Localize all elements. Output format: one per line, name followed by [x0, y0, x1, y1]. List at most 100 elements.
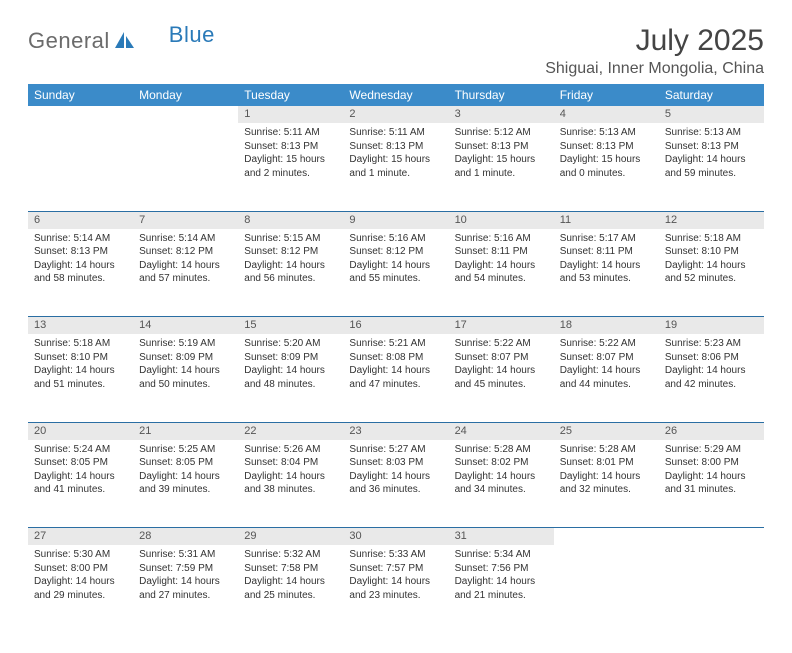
- day-info-line: and 2 minutes.: [244, 167, 337, 181]
- day-number: 23: [343, 423, 448, 440]
- day-info-line: Daylight: 15 hours: [455, 153, 548, 167]
- day-cell-content: Sunrise: 5:23 AMSunset: 8:06 PMDaylight:…: [659, 334, 764, 405]
- header: General Blue July 2025 Shiguai, Inner Mo…: [28, 24, 764, 78]
- day-cell-content: Sunrise: 5:28 AMSunset: 8:01 PMDaylight:…: [554, 440, 659, 511]
- day-info-line: Sunset: 8:13 PM: [34, 245, 127, 259]
- day-info-line: Sunrise: 5:30 AM: [34, 548, 127, 562]
- day-cell-content: Sunrise: 5:14 AMSunset: 8:12 PMDaylight:…: [133, 229, 238, 300]
- day-info-line: Sunrise: 5:12 AM: [455, 126, 548, 140]
- day-info-line: Sunset: 8:09 PM: [139, 351, 232, 365]
- day-info-line: Daylight: 14 hours: [34, 364, 127, 378]
- week-daynum-row: 6789101112: [28, 211, 764, 229]
- calendar-body: 12345Sunrise: 5:11 AMSunset: 8:13 PMDayl…: [28, 106, 764, 633]
- location-label: Shiguai, Inner Mongolia, China: [545, 60, 764, 78]
- day-info-line: Sunrise: 5:28 AM: [560, 443, 653, 457]
- day-cell-content: Sunrise: 5:14 AMSunset: 8:13 PMDaylight:…: [28, 229, 133, 300]
- day-info-line: Sunset: 8:01 PM: [560, 456, 653, 470]
- day-info-line: Sunset: 8:13 PM: [349, 140, 442, 154]
- day-number: [28, 106, 133, 123]
- day-number: 25: [554, 423, 659, 440]
- day-info-line: and 32 minutes.: [560, 483, 653, 497]
- calendar-table: SundayMondayTuesdayWednesdayThursdayFrid…: [28, 84, 764, 633]
- day-info-line: Sunset: 8:10 PM: [34, 351, 127, 365]
- week-body-row: Sunrise: 5:14 AMSunset: 8:13 PM Daylight:…: [28, 229, 764, 317]
- day-cell-content: Sunrise: 5:18 AMSunset: 8:10 PMDaylight:…: [659, 229, 764, 300]
- week-body-row: Sunrise: 5:24 AMSunset: 8:05 PMDaylight:…: [28, 440, 764, 528]
- day-info-line: Daylight: 14 hours: [349, 364, 442, 378]
- day-info-line: Sunrise: 5:33 AM: [349, 548, 442, 562]
- day-info-line: Sunrise: 5:24 AM: [34, 443, 127, 457]
- day-cell-content: Sunrise: 5:34 AMSunset: 7:56 PMDaylight:…: [449, 545, 554, 616]
- day-cell-content: Sunrise: 5:32 AMSunset: 7:58 PMDaylight:…: [238, 545, 343, 616]
- day-cell-content: Sunrise: 5:26 AMSunset: 8:04 PMDaylight:…: [238, 440, 343, 511]
- day-info-line: and 1 minute.: [349, 167, 442, 181]
- day-info-line: Daylight: 14 hours: [560, 470, 653, 484]
- day-info-line: Sunrise: 5:15 AM: [244, 232, 337, 246]
- day-number: [659, 528, 764, 545]
- day-info-line: Sunrise: 5:16 AM: [349, 232, 442, 246]
- day-info-line: Sunset: 7:57 PM: [349, 562, 442, 576]
- day-info-line: Daylight: 14 hours: [139, 470, 232, 484]
- day-info-line: Sunrise: 5:11 AM: [349, 126, 442, 140]
- day-info-line: and 47 minutes.: [349, 378, 442, 392]
- day-number: 13: [28, 317, 133, 334]
- day-info-line: Sunrise: 5:23 AM: [665, 337, 758, 351]
- week-body-row: Sunrise: 5:18 AMSunset: 8:10 PMDaylight:…: [28, 334, 764, 422]
- day-info-line: Sunset: 8:07 PM: [560, 351, 653, 365]
- week-body-row: Sunrise: 5:30 AMSunset: 8:00 PMDaylight:…: [28, 545, 764, 633]
- day-number: 16: [343, 317, 448, 334]
- day-info-line: Sunrise: 5:13 AM: [560, 126, 653, 140]
- day-info-line: Sunrise: 5:18 AM: [34, 337, 127, 351]
- day-info-line: and 31 minutes.: [665, 483, 758, 497]
- day-info-line: Sunset: 8:00 PM: [34, 562, 127, 576]
- day-info-line: Sunrise: 5:26 AM: [244, 443, 337, 457]
- day-cell-content: Sunrise: 5:18 AMSunset: 8:10 PMDaylight:…: [28, 334, 133, 405]
- day-info-line: Daylight: 14 hours: [34, 470, 127, 484]
- day-header: Saturday: [659, 84, 764, 106]
- week-daynum-row: 2728293031: [28, 528, 764, 546]
- day-cell-content: Sunrise: 5:13 AMSunset: 8:13 PMDaylight:…: [554, 123, 659, 194]
- day-number: 8: [238, 212, 343, 229]
- day-cell-content: Sunrise: 5:13 AMSunset: 8:13 PMDaylight:…: [659, 123, 764, 194]
- day-info-line: Daylight: 14 hours: [244, 259, 337, 273]
- day-info-line: and 23 minutes.: [349, 589, 442, 603]
- day-cell-content: Sunrise: 5:17 AMSunset: 8:11 PMDaylight:…: [554, 229, 659, 300]
- day-number: 27: [28, 528, 133, 545]
- day-number: [133, 106, 238, 123]
- day-info-line: Daylight: 14 hours: [455, 470, 548, 484]
- day-info-line: and 1 minute.: [455, 167, 548, 181]
- day-info-line: Sunset: 8:00 PM: [665, 456, 758, 470]
- day-cell-content: [133, 123, 238, 194]
- day-cell-content: [659, 545, 764, 616]
- day-cell-content: Sunrise: 5:12 AMSunset: 8:13 PMDaylight:…: [449, 123, 554, 194]
- day-info-line: Sunset: 8:13 PM: [455, 140, 548, 154]
- day-info-line: Sunrise: 5:22 AM: [560, 337, 653, 351]
- day-number: 28: [133, 528, 238, 545]
- day-info-line: and 54 minutes.: [455, 272, 548, 286]
- day-info-line: Daylight: 14 hours: [560, 259, 653, 273]
- day-number: 4: [554, 106, 659, 123]
- day-cell-content: Sunrise: 5:22 AMSunset: 8:07 PMDaylight:…: [554, 334, 659, 405]
- day-info-line: and 25 minutes.: [244, 589, 337, 603]
- day-info-line: Daylight: 15 hours: [244, 153, 337, 167]
- day-info-line: and 41 minutes.: [34, 483, 127, 497]
- day-info-line: Sunrise: 5:14 AM: [34, 232, 127, 246]
- day-header: Thursday: [449, 84, 554, 106]
- day-info-line: and 58 minutes.: [34, 272, 127, 286]
- day-header: Wednesday: [343, 84, 448, 106]
- day-info-line: and 42 minutes.: [665, 378, 758, 392]
- day-info-line: Daylight: 14 hours: [244, 470, 337, 484]
- day-number: 29: [238, 528, 343, 545]
- day-number: 20: [28, 423, 133, 440]
- day-info-line: Daylight: 14 hours: [665, 259, 758, 273]
- day-cell-content: [28, 123, 133, 194]
- day-info-line: Sunrise: 5:31 AM: [139, 548, 232, 562]
- day-info-line: Sunset: 8:13 PM: [244, 140, 337, 154]
- day-info-line: Daylight: 14 hours: [139, 259, 232, 273]
- logo-text-general: General: [28, 28, 110, 54]
- day-info-line: Sunset: 8:02 PM: [455, 456, 548, 470]
- day-cell-content: Sunrise: 5:22 AMSunset: 8:07 PMDaylight:…: [449, 334, 554, 405]
- day-info-line: Sunrise: 5:29 AM: [665, 443, 758, 457]
- day-info-line: Sunrise: 5:34 AM: [455, 548, 548, 562]
- day-info-line: Sunrise: 5:20 AM: [244, 337, 337, 351]
